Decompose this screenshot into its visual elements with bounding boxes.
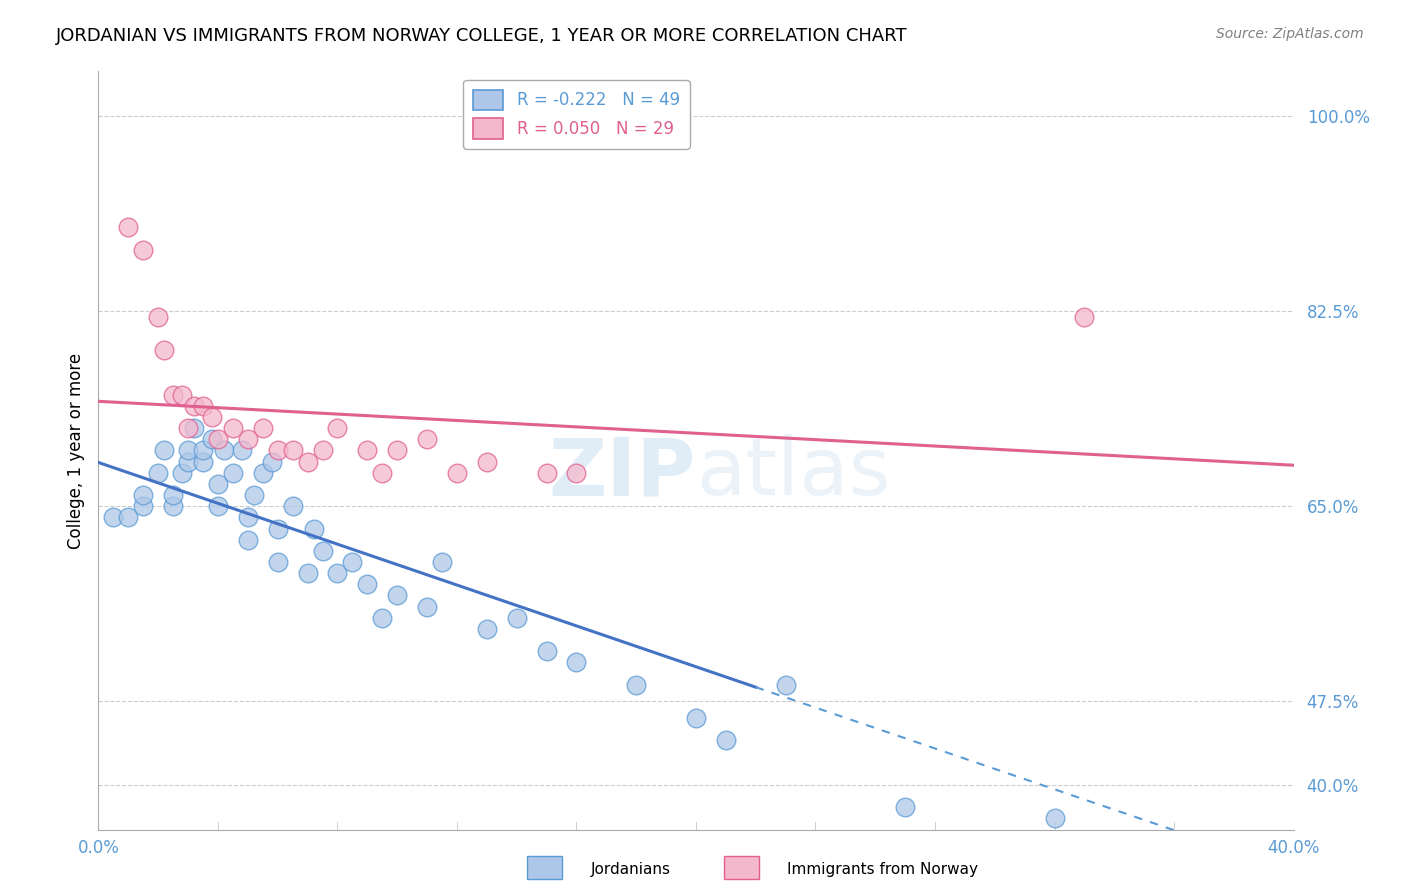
Point (326, 566, 349, 581)
Text: ZIP: ZIP (548, 434, 696, 512)
Point (183, 421, 205, 435)
Point (385, 589, 409, 603)
Point (191, 443, 214, 458)
Point (565, 655, 588, 669)
Point (506, 610, 529, 624)
Point (162, 488, 184, 502)
Point (475, 455, 498, 469)
Point (172, 387, 194, 401)
Point (302, 521, 325, 535)
Point (356, 443, 378, 458)
Point (1073, 310, 1095, 324)
Point (177, 455, 200, 469)
Point (446, 466, 468, 480)
Point (236, 433, 259, 447)
Point (153, 443, 176, 458)
Point (260, 455, 283, 469)
Point (297, 455, 319, 469)
Point (416, 599, 439, 614)
Point (371, 466, 394, 480)
Point (103, 510, 125, 524)
Point (252, 466, 274, 480)
Point (177, 443, 200, 458)
Point (117, 510, 139, 524)
Point (153, 343, 176, 357)
Point (311, 443, 333, 458)
Point (685, 711, 707, 725)
Point (222, 466, 245, 480)
Point (475, 622, 498, 636)
Point (430, 555, 453, 569)
Text: atlas: atlas (696, 434, 890, 512)
Point (132, 500, 155, 514)
Point (281, 500, 304, 514)
Point (191, 455, 214, 469)
Point (236, 533, 259, 547)
Point (326, 421, 349, 435)
Point (267, 443, 290, 458)
Point (132, 488, 155, 502)
Point (212, 443, 235, 458)
Point (536, 466, 558, 480)
Point (183, 399, 205, 413)
Point (222, 421, 245, 435)
Point (243, 488, 266, 502)
Point (252, 421, 274, 435)
Point (132, 243, 155, 257)
Point (356, 577, 378, 591)
Y-axis label: College, 1 year or more: College, 1 year or more (66, 352, 84, 549)
Point (201, 410, 224, 425)
Point (117, 220, 139, 235)
Point (536, 644, 558, 658)
Point (342, 555, 364, 569)
Point (162, 500, 184, 514)
Point (172, 466, 194, 480)
Point (207, 500, 229, 514)
Point (207, 433, 229, 447)
Point (236, 510, 259, 524)
Point (281, 443, 304, 458)
Point (626, 678, 648, 692)
Point (207, 476, 229, 491)
Point (371, 610, 394, 624)
Point (385, 443, 409, 458)
Point (775, 678, 797, 692)
Text: JORDANIAN VS IMMIGRANTS FROM NORWAY COLLEGE, 1 YEAR OR MORE CORRELATION CHART: JORDANIAN VS IMMIGRANTS FROM NORWAY COLL… (56, 27, 908, 45)
Text: Jordanians: Jordanians (591, 863, 671, 877)
Text: Source: ZipAtlas.com: Source: ZipAtlas.com (1216, 27, 1364, 41)
Point (297, 566, 319, 581)
Point (191, 399, 214, 413)
Text: Immigrants from Norway: Immigrants from Norway (787, 863, 979, 877)
Point (714, 733, 737, 747)
Point (894, 800, 917, 814)
Point (162, 387, 184, 401)
Point (201, 433, 224, 447)
Point (565, 466, 588, 480)
Point (231, 443, 253, 458)
Point (1043, 812, 1066, 826)
Point (267, 555, 290, 569)
Point (177, 421, 200, 435)
Point (311, 543, 333, 558)
Point (148, 310, 170, 324)
Point (148, 466, 170, 480)
Point (267, 521, 290, 535)
Point (416, 433, 439, 447)
Legend: R = -0.222   N = 49, R = 0.050   N = 29: R = -0.222 N = 49, R = 0.050 N = 29 (463, 79, 690, 149)
